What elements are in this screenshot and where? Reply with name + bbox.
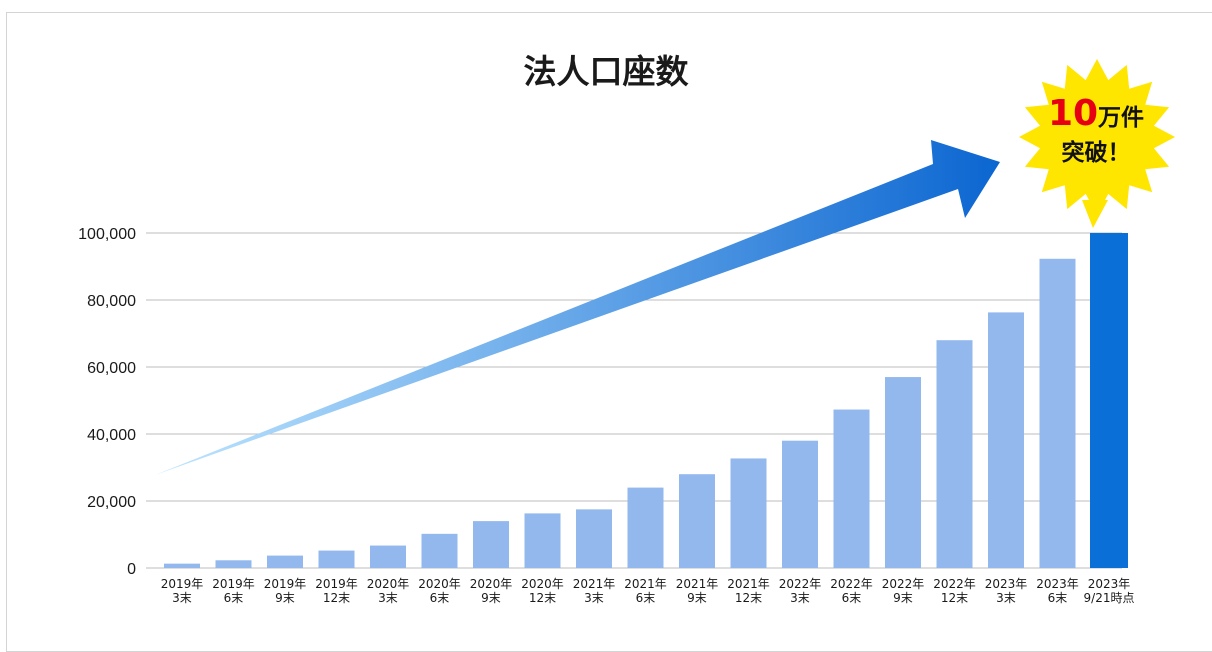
callout-number: 10	[1048, 93, 1098, 134]
bar	[421, 533, 458, 568]
bar	[782, 440, 818, 568]
bar	[988, 312, 1024, 568]
bar	[936, 340, 973, 568]
callout-unit: 万件	[1098, 105, 1144, 131]
x-tick-label-line2: 12末	[529, 591, 556, 605]
x-tick-label-line1: 2022年	[830, 577, 873, 591]
bar	[215, 560, 252, 568]
trend-arrow-shape	[155, 140, 1000, 475]
bars	[164, 233, 1128, 568]
x-tick-label-line1: 2020年	[367, 577, 410, 591]
x-tick-label-line1: 2023年	[1088, 577, 1131, 591]
x-tick-label-line2: 3末	[172, 591, 192, 605]
bar	[1039, 258, 1076, 568]
x-tick-label-line1: 2022年	[933, 577, 976, 591]
x-tick-label-line1: 2020年	[521, 577, 564, 591]
x-tick-label-line2: 9末	[893, 591, 913, 605]
x-tick-label-line1: 2019年	[264, 577, 307, 591]
bar	[730, 458, 767, 568]
x-tick-label-line1: 2022年	[779, 577, 822, 591]
x-tick-label-line1: 2021年	[727, 577, 770, 591]
callout-line1: 10万件	[1048, 93, 1144, 134]
x-tick-label-line2: 6末	[430, 591, 450, 605]
x-tick-label-line2: 12末	[735, 591, 762, 605]
starburst-tail	[1082, 200, 1108, 228]
bar	[627, 487, 664, 568]
bar	[679, 474, 715, 568]
callout-line2: 突破！	[1062, 139, 1131, 166]
bar	[885, 377, 921, 568]
bar	[318, 550, 355, 568]
bar	[524, 513, 561, 568]
x-tick-label-line2: 3末	[378, 591, 398, 605]
x-tick-label-line1: 2019年	[161, 577, 204, 591]
x-tick-label-line1: 2020年	[418, 577, 461, 591]
bar	[833, 409, 870, 568]
x-tick-label-line2: 9末	[687, 591, 707, 605]
y-tick-label: 20,000	[87, 494, 136, 511]
x-tick-label-line1: 2021年	[624, 577, 667, 591]
x-tick-label-line1: 2019年	[315, 577, 358, 591]
y-tick-label: 40,000	[87, 427, 136, 444]
x-tick-label-line1: 2021年	[573, 577, 616, 591]
bar	[576, 509, 612, 568]
x-tick-label-line2: 3末	[996, 591, 1016, 605]
trend-arrow	[155, 140, 1000, 475]
x-tick-label-line2: 6末	[224, 591, 244, 605]
x-tick-label-line2: 3末	[584, 591, 604, 605]
y-tick-label: 80,000	[87, 293, 136, 310]
bar	[164, 563, 200, 568]
x-tick-label-line2: 12末	[323, 591, 350, 605]
x-tick-label-line2: 6末	[842, 591, 862, 605]
chart-title: 法人口座数	[524, 52, 690, 91]
x-tick-label-line2: 9末	[275, 591, 295, 605]
bar	[370, 545, 406, 568]
x-tick-label-line1: 2023年	[1036, 577, 1079, 591]
y-tick-label: 100,000	[78, 226, 136, 243]
milestone-callout: 10万件 突破！	[1019, 59, 1175, 228]
x-tick-label-line1: 2021年	[676, 577, 719, 591]
x-tick-label-line1: 2023年	[985, 577, 1028, 591]
x-axis-labels: 2019年3末2019年6末2019年9末2019年12末2020年3末2020…	[161, 577, 1135, 605]
x-tick-label-line2: 12末	[941, 591, 968, 605]
y-tick-label: 0	[127, 561, 136, 578]
bar	[473, 521, 509, 568]
bar	[267, 555, 303, 568]
x-tick-label-line2: 3末	[790, 591, 810, 605]
x-tick-label-line1: 2019年	[212, 577, 255, 591]
starburst-shape	[1019, 59, 1175, 215]
x-tick-label-line2: 9末	[481, 591, 501, 605]
x-tick-label-line1: 2022年	[882, 577, 925, 591]
x-tick-label-line2: 6末	[1048, 591, 1068, 605]
y-axis-ticks: 0 20,000 40,000 60,000 80,000 100,000	[78, 226, 136, 578]
y-tick-label: 60,000	[87, 360, 136, 377]
x-tick-label-line2: 6末	[636, 591, 656, 605]
x-tick-label-line1: 2020年	[470, 577, 513, 591]
x-tick-label-line2: 9/21時点	[1084, 591, 1135, 605]
bar-highlight	[1090, 233, 1128, 568]
